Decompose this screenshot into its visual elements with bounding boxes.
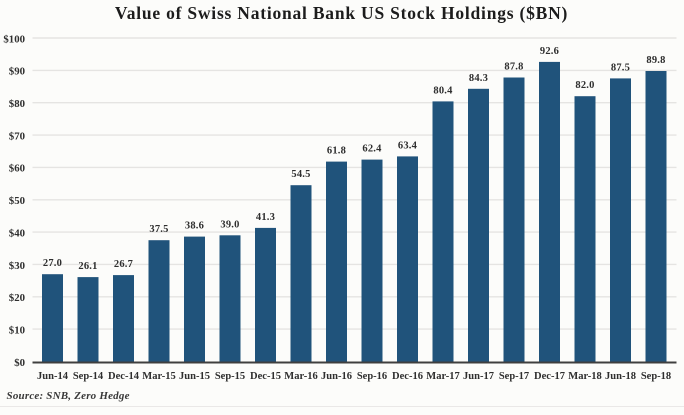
svg-text:Jun-16: Jun-16	[321, 371, 352, 382]
svg-text:Mar-15: Mar-15	[142, 371, 175, 382]
svg-text:63.4: 63.4	[398, 140, 418, 151]
svg-text:$100: $100	[3, 33, 25, 45]
svg-text:Sep-16: Sep-16	[357, 371, 387, 382]
svg-text:89.8: 89.8	[646, 55, 665, 66]
svg-text:Jun-17: Jun-17	[463, 371, 494, 382]
svg-text:$40: $40	[9, 227, 25, 239]
svg-text:84.3: 84.3	[469, 73, 488, 84]
svg-text:Mar-18: Mar-18	[568, 371, 601, 382]
svg-text:62.4: 62.4	[362, 144, 382, 155]
svg-text:82.0: 82.0	[575, 80, 594, 91]
svg-text:38.6: 38.6	[185, 221, 204, 232]
svg-text:$50: $50	[9, 195, 25, 207]
svg-text:Dec-16: Dec-16	[392, 371, 423, 382]
svg-text:Dec-15: Dec-15	[250, 371, 281, 382]
svg-text:27.0: 27.0	[43, 258, 62, 269]
svg-text:Sep-14: Sep-14	[73, 371, 104, 382]
svg-text:$30: $30	[9, 260, 25, 272]
svg-text:41.3: 41.3	[256, 212, 275, 223]
svg-text:37.5: 37.5	[149, 224, 168, 235]
svg-text:39.0: 39.0	[220, 219, 239, 230]
svg-text:80.4: 80.4	[433, 85, 453, 96]
svg-text:$90: $90	[9, 66, 25, 78]
svg-text:92.6: 92.6	[540, 46, 559, 57]
svg-text:$60: $60	[9, 163, 25, 175]
svg-text:Sep-15: Sep-15	[215, 371, 245, 382]
svg-text:Mar-17: Mar-17	[426, 371, 459, 382]
svg-text:$20: $20	[9, 292, 25, 304]
svg-text:Mar-16: Mar-16	[284, 371, 317, 382]
svg-text:Sep-17: Sep-17	[499, 371, 529, 382]
svg-text:Value of Swiss National Bank U: Value of Swiss National Bank US Stock Ho…	[115, 3, 568, 23]
svg-text:$80: $80	[9, 98, 25, 110]
svg-text:Dec-14: Dec-14	[108, 371, 140, 382]
svg-text:Source: SNB, Zero Hedge: Source: SNB, Zero Hedge	[7, 390, 130, 402]
svg-text:$0: $0	[14, 357, 25, 369]
svg-text:54.5: 54.5	[291, 169, 310, 180]
svg-text:87.8: 87.8	[504, 62, 523, 73]
svg-text:26.7: 26.7	[114, 259, 133, 270]
svg-text:61.8: 61.8	[327, 146, 346, 157]
svg-text:87.5: 87.5	[611, 62, 630, 73]
svg-text:Jun-15: Jun-15	[179, 371, 210, 382]
svg-text:Dec-17: Dec-17	[534, 371, 565, 382]
svg-text:Sep-18: Sep-18	[641, 371, 671, 382]
svg-text:26.1: 26.1	[78, 261, 97, 272]
svg-text:$70: $70	[9, 130, 25, 142]
svg-text:$10: $10	[9, 324, 25, 336]
svg-text:Jun-14: Jun-14	[37, 371, 69, 382]
svg-text:Jun-18: Jun-18	[605, 371, 636, 382]
